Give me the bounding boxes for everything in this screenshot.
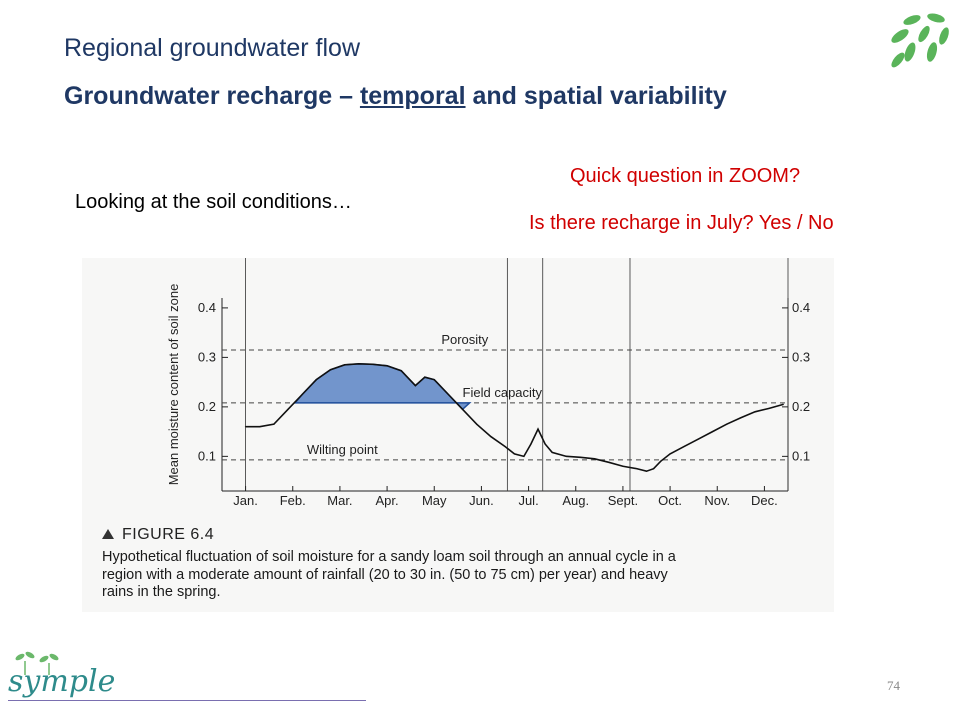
- y-tick-label-right: 0.2: [792, 399, 810, 414]
- data-point: [669, 453, 671, 455]
- subtitle-part1: Groundwater recharge –: [64, 82, 360, 110]
- caption-line: region with a moderate amount of rainfal…: [102, 566, 668, 583]
- subtitle-part2: and spatial variability: [465, 82, 727, 110]
- page-number: 74: [887, 678, 900, 693]
- triangle-icon: [102, 529, 114, 539]
- figure-label-text: FIGURE 6.4: [122, 526, 215, 543]
- data-point: [726, 423, 728, 425]
- data-point: [636, 468, 638, 470]
- slide-title: Regional groundwater flow: [64, 34, 361, 62]
- data-point: [490, 435, 492, 438]
- symple-logo: symple: [8, 664, 116, 699]
- x-tick-label: Sept.: [608, 493, 638, 508]
- soil-moisture-line: [245, 363, 784, 473]
- caption-line: Hypothetical fluctuation of soil moistur…: [102, 549, 676, 565]
- data-point: [683, 445, 685, 448]
- question-zoom: Quick question in ZOOM?: [570, 165, 801, 187]
- reference-label: Porosity: [441, 332, 488, 347]
- data-point: [551, 451, 553, 453]
- data-point: [329, 369, 332, 371]
- figure-caption: Hypothetical fluctuation of soil moistur…: [102, 549, 822, 602]
- data-point: [594, 458, 596, 460]
- data-point: [697, 438, 699, 440]
- data-point: [537, 428, 539, 430]
- y-tick-label-right: 0.1: [792, 448, 810, 463]
- data-point: [754, 411, 756, 413]
- data-point: [358, 363, 360, 365]
- data-point: [544, 443, 546, 445]
- data-point: [530, 443, 532, 445]
- footer-divider: [8, 700, 366, 701]
- leaf-logo-icon: [891, 13, 949, 68]
- data-point: [287, 408, 289, 410]
- data-point: [579, 456, 582, 458]
- y-tick-label-left: 0.1: [198, 448, 216, 463]
- y-tick-label-left: 0.3: [198, 349, 216, 364]
- data-point: [315, 379, 317, 381]
- y-axis-label: Mean moisture content of soil zone: [166, 284, 181, 486]
- x-tick-label: Apr.: [376, 493, 399, 508]
- data-point: [782, 403, 784, 405]
- reference-label: Field capacity: [463, 385, 543, 400]
- x-tick-label: Aug.: [562, 493, 589, 508]
- y-tick-label-right: 0.4: [792, 300, 810, 315]
- data-point: [652, 468, 655, 470]
- data-point: [504, 445, 506, 448]
- data-point: [740, 417, 742, 419]
- data-point: [372, 363, 374, 365]
- symple-sprout-icon: [15, 651, 59, 675]
- data-point: [608, 461, 610, 463]
- data-point: [414, 384, 416, 387]
- data-point: [273, 423, 275, 425]
- question-recharge: Is there recharge in July? Yes / No: [529, 212, 834, 234]
- slide-subtitle: Groundwater recharge – temporal and spat…: [64, 82, 727, 111]
- data-point: [244, 426, 247, 428]
- intro-text: Looking at the soil conditions…: [75, 191, 352, 213]
- x-tick-label: Mar.: [327, 493, 352, 508]
- data-point: [711, 431, 714, 433]
- data-point: [476, 423, 478, 425]
- x-tick-label: Nov.: [704, 493, 730, 508]
- y-tick-label-right: 0.3: [792, 349, 810, 364]
- figure-scan: Porosity Field capacity Wilting point 0.1 0…: [82, 258, 834, 612]
- data-point: [344, 364, 346, 366]
- subtitle-underlined: temporal: [359, 82, 466, 110]
- data-point: [386, 365, 388, 367]
- data-point: [447, 393, 449, 396]
- recharge-highlight: [293, 363, 472, 411]
- x-tick-label: Jun.: [469, 493, 494, 508]
- data-point: [622, 465, 624, 467]
- data-point: [768, 407, 770, 409]
- data-point: [301, 393, 303, 396]
- data-point: [565, 455, 567, 457]
- data-point: [433, 379, 435, 381]
- x-tick-label: Dec.: [751, 493, 778, 508]
- data-point: [645, 470, 648, 472]
- x-tick-label: Feb.: [280, 493, 306, 508]
- data-point: [461, 408, 464, 410]
- y-tick-label-left: 0.4: [198, 300, 216, 315]
- caption-line: rains in the spring.: [102, 584, 221, 600]
- data-point: [259, 426, 261, 428]
- reference-label: Wilting point: [307, 442, 378, 457]
- soil-moisture-chart: Porosity Field capacity Wilting point 0.1 0…: [166, 258, 810, 508]
- x-tick-label: May: [422, 493, 447, 508]
- data-point: [660, 460, 662, 462]
- data-point: [523, 455, 525, 457]
- data-point: [424, 376, 426, 378]
- x-tick-label: Jan.: [233, 493, 258, 508]
- data-point: [513, 453, 516, 455]
- y-tick-label-left: 0.2: [198, 399, 216, 414]
- data-point: [400, 370, 402, 372]
- x-tick-label: Jul.: [518, 493, 538, 508]
- x-tick-label: Oct.: [658, 493, 682, 508]
- figure-label: FIGURE 6.4: [102, 526, 214, 544]
